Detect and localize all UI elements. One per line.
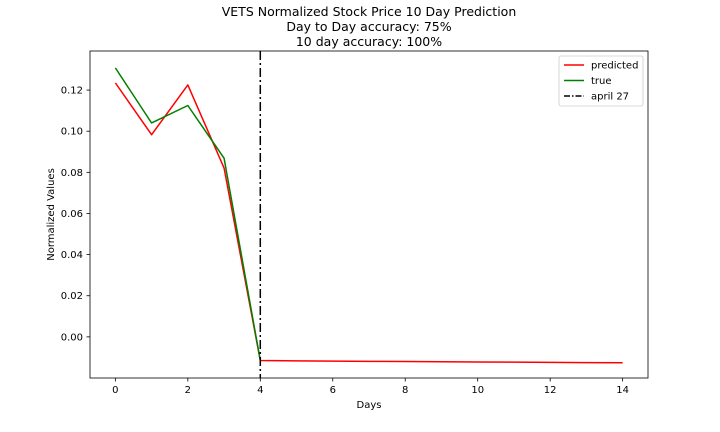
x-tick-label: 2 (185, 385, 191, 396)
chart-title-line: VETS Normalized Stock Price 10 Day Predi… (222, 4, 517, 19)
series-line-predicted (114, 82, 623, 364)
series-group (114, 67, 623, 364)
x-tick-label: 12 (544, 385, 557, 396)
legend-label: april 27 (591, 92, 629, 103)
series-line-true (114, 67, 262, 361)
y-tick-label: 0.10 (61, 127, 83, 138)
legend: predicted true april 27 (558, 55, 644, 107)
plot-area (89, 50, 649, 379)
legend-box (558, 55, 644, 107)
chart-title: VETS Normalized Stock Price 10 Day Predi… (222, 4, 517, 49)
x-tick-label: 14 (616, 385, 629, 396)
legend-label: predicted (591, 61, 638, 72)
y-tick-label: 0.08 (61, 168, 83, 179)
chart-title-line: 10 day accuracy: 100% (296, 34, 442, 49)
y-tick-label: 0.06 (61, 209, 83, 220)
x-axis: 0 2 4 6 8 10 12 14 (112, 378, 629, 396)
x-tick-label: 6 (330, 385, 336, 396)
y-axis-label: Normalized Values (46, 168, 57, 261)
y-axis: 0.00 0.02 0.04 0.06 0.08 0.10 0.12 (61, 86, 90, 343)
x-tick-label: 10 (471, 385, 484, 396)
y-tick-label: 0.12 (61, 86, 83, 97)
x-tick-label: 8 (402, 385, 408, 396)
x-tick-label: 0 (112, 385, 118, 396)
y-tick-label: 0.04 (61, 250, 83, 261)
y-tick-label: 0.02 (61, 291, 83, 302)
legend-label: true (591, 76, 612, 87)
x-axis-label: Days (357, 400, 382, 411)
y-tick-label: 0.00 (61, 332, 83, 343)
x-tick-label: 4 (257, 385, 263, 396)
chart-title-line: Day to Day accuracy: 75% (286, 19, 451, 34)
